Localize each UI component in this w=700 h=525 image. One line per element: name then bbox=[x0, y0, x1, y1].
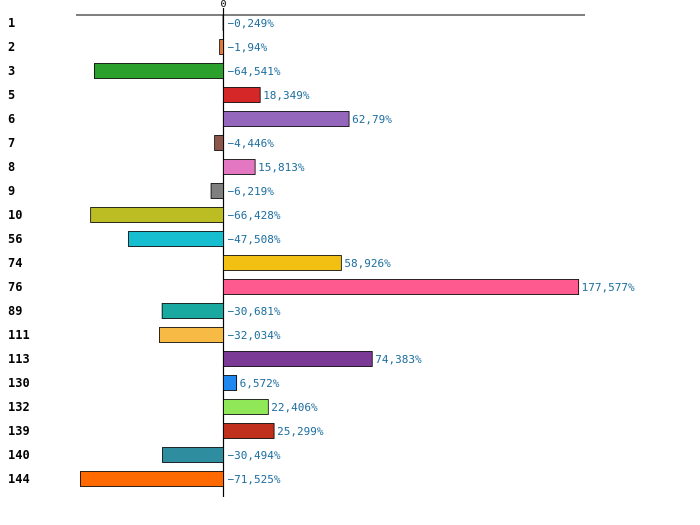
category-label: 6 bbox=[8, 112, 15, 126]
category-label: 5 bbox=[8, 88, 15, 102]
value-label: 22,406% bbox=[271, 401, 318, 414]
bar bbox=[222, 15, 224, 31]
value-label: −30,681% bbox=[228, 305, 281, 318]
bar bbox=[223, 351, 373, 367]
value-label: −64,541% bbox=[228, 65, 281, 78]
bar bbox=[219, 39, 224, 55]
bars-group: 1 −0,249% 2 −1,94% 3 −64,541% 5 18,349% 6 62,79% 7… bbox=[8, 15, 635, 487]
value-label: −4,446% bbox=[228, 137, 275, 150]
zero-tick-label: 0 bbox=[220, 0, 226, 10]
value-label: −66,428% bbox=[228, 209, 281, 222]
bar bbox=[223, 279, 580, 295]
category-label: 130 bbox=[8, 376, 30, 390]
bar bbox=[223, 399, 269, 415]
value-label: −47,508% bbox=[228, 233, 281, 246]
bar bbox=[161, 303, 224, 319]
value-label: 74,383% bbox=[375, 353, 422, 366]
bar bbox=[159, 327, 224, 343]
value-label: −1,94% bbox=[228, 41, 268, 54]
value-label: 62,79% bbox=[352, 113, 392, 126]
category-label: 74 bbox=[8, 256, 22, 270]
value-label: 6,572% bbox=[240, 377, 280, 390]
value-label: −6,219% bbox=[228, 185, 275, 198]
bar bbox=[223, 255, 342, 271]
category-label: 3 bbox=[8, 64, 15, 78]
bar bbox=[223, 375, 238, 391]
category-label: 10 bbox=[8, 208, 22, 222]
bar bbox=[80, 471, 224, 487]
category-label: 89 bbox=[8, 304, 22, 318]
bar bbox=[90, 207, 224, 223]
bar bbox=[223, 159, 256, 175]
value-label: −32,034% bbox=[228, 329, 281, 342]
bar bbox=[223, 111, 350, 127]
value-label: 177,577% bbox=[582, 281, 635, 294]
value-label: 58,926% bbox=[344, 257, 391, 270]
category-label: 132 bbox=[8, 400, 30, 414]
value-label: −71,525% bbox=[228, 473, 281, 486]
bar bbox=[223, 87, 261, 103]
category-label: 76 bbox=[8, 280, 22, 294]
category-label: 2 bbox=[8, 40, 15, 54]
category-label: 7 bbox=[8, 136, 15, 150]
value-label: −0,249% bbox=[228, 17, 275, 30]
category-label: 111 bbox=[8, 328, 30, 342]
value-label: 15,813% bbox=[258, 161, 305, 174]
category-label: 144 bbox=[8, 472, 30, 486]
value-label: 25,299% bbox=[277, 425, 324, 438]
bar bbox=[210, 183, 224, 199]
value-label: 18,349% bbox=[263, 89, 310, 102]
bar bbox=[214, 135, 224, 151]
category-label: 8 bbox=[8, 160, 15, 174]
category-label: 139 bbox=[8, 424, 30, 438]
bar bbox=[128, 231, 224, 247]
category-label: 1 bbox=[8, 16, 15, 30]
bar bbox=[162, 447, 224, 463]
category-label: 56 bbox=[8, 232, 22, 246]
bar bbox=[94, 63, 224, 79]
category-label: 113 bbox=[8, 352, 30, 366]
bar bbox=[223, 423, 275, 439]
category-label: 9 bbox=[8, 184, 15, 198]
category-label: 140 bbox=[8, 448, 30, 462]
value-label: −30,494% bbox=[228, 449, 281, 462]
